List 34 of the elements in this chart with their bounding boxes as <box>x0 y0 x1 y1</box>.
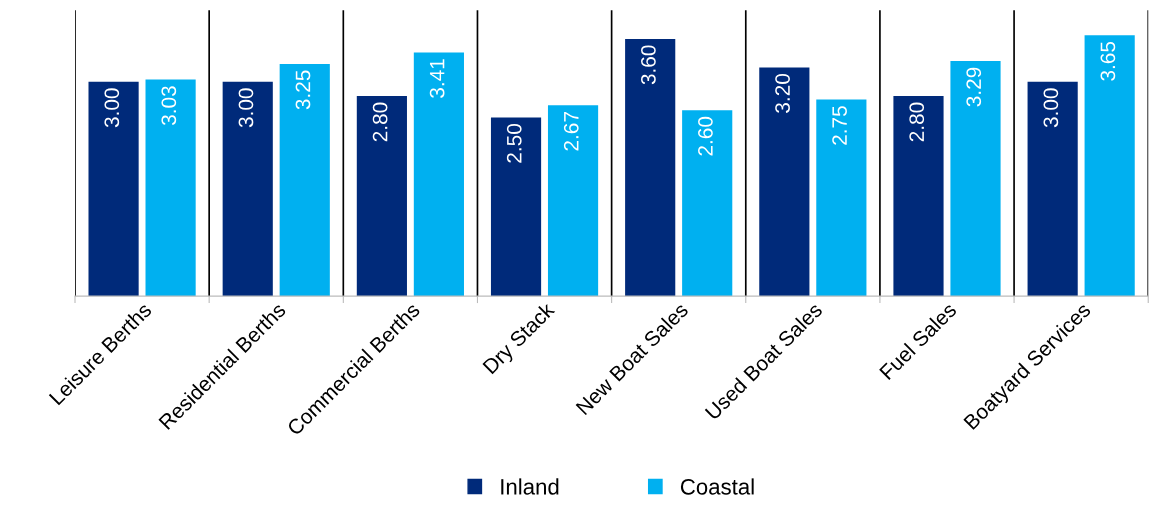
legend-label: Inland <box>501 478 559 495</box>
data-label: 3.00 <box>1043 88 1059 128</box>
data-label: 3.03 <box>161 86 177 126</box>
bar <box>356 96 407 297</box>
bar <box>547 105 599 297</box>
bar <box>950 61 1001 297</box>
data-label: 2.75 <box>832 106 847 145</box>
data-label: 2.60 <box>698 116 713 156</box>
bar <box>682 110 733 297</box>
data-label: 2.80 <box>372 102 388 142</box>
bar <box>625 38 676 297</box>
data-label: 3.20 <box>775 73 790 113</box>
data-label: 2.67 <box>563 112 579 151</box>
data-label: 3.00 <box>104 88 120 128</box>
bar <box>413 52 464 297</box>
data-label: 3.00 <box>238 88 254 128</box>
bar <box>145 79 196 297</box>
data-label: 2.80 <box>909 102 925 142</box>
bar <box>279 63 330 297</box>
data-label: 2.50 <box>506 124 522 163</box>
data-label: 3.65 <box>1100 41 1116 81</box>
bar <box>490 117 542 297</box>
bar <box>816 99 867 297</box>
bar <box>1084 35 1135 297</box>
bar <box>759 67 810 297</box>
data-label: 3.25 <box>295 70 311 110</box>
data-label: 3.29 <box>966 67 982 107</box>
legend-label: Coastal <box>680 478 754 495</box>
bar <box>88 81 139 297</box>
bar <box>893 96 944 297</box>
data-label: 3.41 <box>429 59 445 98</box>
bar <box>1027 81 1078 297</box>
data-label: 3.60 <box>641 45 656 85</box>
bar <box>222 81 273 297</box>
